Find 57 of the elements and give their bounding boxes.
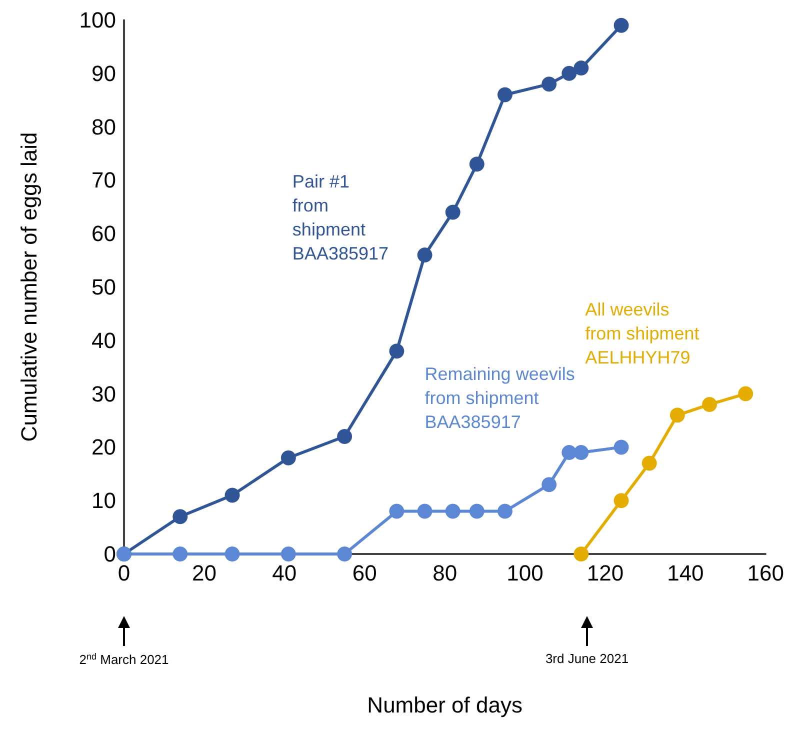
point xyxy=(445,204,460,220)
point xyxy=(562,445,577,460)
x-axis-title: Number of days xyxy=(367,692,522,718)
point xyxy=(497,87,512,102)
point xyxy=(542,76,557,92)
series-label: Remaining weevils from shipment BAA385917 xyxy=(424,364,575,432)
y-tick-label: 10 xyxy=(92,488,116,514)
y-tick-label: 50 xyxy=(92,274,116,300)
point xyxy=(337,429,352,444)
y-tick-label: 80 xyxy=(92,114,116,140)
y-tick-label: 20 xyxy=(92,434,116,460)
point xyxy=(389,504,404,519)
point xyxy=(738,386,754,402)
point xyxy=(417,247,432,262)
point xyxy=(497,504,512,519)
point xyxy=(280,546,296,562)
point xyxy=(614,18,629,33)
point xyxy=(224,546,240,562)
y-tick-label: 40 xyxy=(92,328,116,353)
x-tick-label: 140 xyxy=(667,560,704,586)
x-tick-label: 40 xyxy=(272,560,297,586)
point xyxy=(445,504,460,519)
series-label: All weevils from shipment AELHHYH79 xyxy=(585,300,700,368)
point xyxy=(562,66,577,81)
x-tick-label: 100 xyxy=(506,560,544,586)
point xyxy=(280,450,296,466)
point xyxy=(670,408,685,423)
point xyxy=(172,546,188,562)
point xyxy=(574,546,589,562)
x-tick-label: 60 xyxy=(352,560,377,586)
y-tick-label: 60 xyxy=(92,221,116,246)
point xyxy=(389,344,404,359)
point xyxy=(224,488,240,503)
x-tick-label: 160 xyxy=(747,560,784,586)
point xyxy=(417,504,432,519)
text: 3rd June 2021 xyxy=(545,651,629,666)
point xyxy=(542,477,557,492)
point xyxy=(702,396,718,412)
y-tick-label: 90 xyxy=(92,60,116,86)
y-tick-label: 30 xyxy=(92,381,116,406)
x-tick-label: 120 xyxy=(586,560,624,586)
x-tick-label: 80 xyxy=(432,560,458,586)
y-tick-label: 0 xyxy=(104,542,116,566)
point xyxy=(469,504,484,519)
point xyxy=(642,456,657,471)
y-tick-label: 100 xyxy=(79,8,116,32)
series-label: Pair #1 from shipment BAA385917 xyxy=(292,172,389,264)
point xyxy=(469,156,484,172)
point xyxy=(614,440,629,455)
point xyxy=(172,509,188,524)
point xyxy=(337,546,352,562)
y-tick-label: 70 xyxy=(92,168,116,193)
point xyxy=(574,60,589,76)
point xyxy=(614,493,629,508)
point xyxy=(574,445,589,460)
y-axis-title: Cumulative number of eggs laid xyxy=(16,132,42,442)
x-tick-label: 20 xyxy=(192,560,216,586)
